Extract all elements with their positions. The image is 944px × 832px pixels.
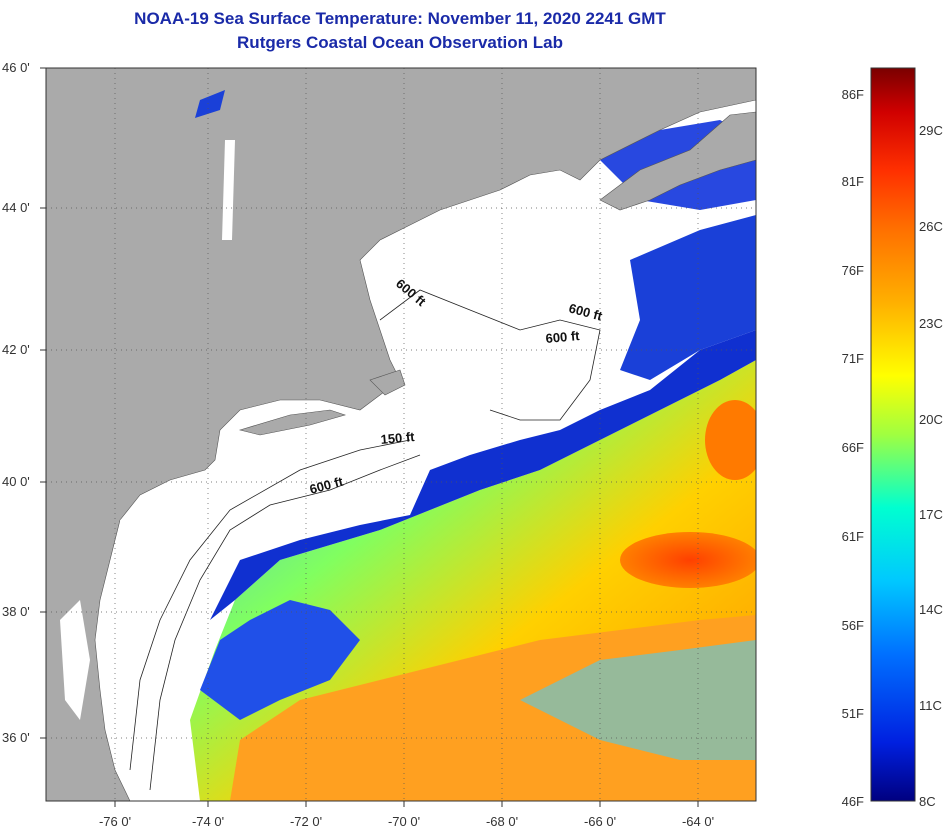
isobath-150ft [129,439,411,771]
map-title: NOAA-19 Sea Surface Temperature: Novembe… [134,9,666,28]
colorbar-c-8: 8C [919,794,936,809]
colorbar [870,67,916,802]
lon-label-74: -74 0' [192,814,224,829]
gulf-of-maine-cold-water [620,215,756,380]
lon-label-68: -68 0' [486,814,518,829]
colorbar-c-29: 29C [919,123,943,138]
graticule-meridians [114,68,699,801]
colorbar-c-20: 20C [919,412,943,427]
frame-ticks [40,67,699,807]
lat-label-42: 42 0' [2,342,30,357]
colorbar-c-23: 23C [919,316,943,331]
lon-label-76: -76 0' [99,814,131,829]
colorbar-f-66: 66F [842,440,864,455]
map-frame [45,67,757,802]
map-area: 600 ft 600 ft 600 ft 150 ft 600 ft [46,68,756,801]
colorbar-f-71: 71F [842,351,864,366]
warm-patch-east [705,400,756,480]
colorbar-c-14: 14C [919,602,943,617]
inland-lake [195,90,225,118]
colorbar-c-11: 11C [919,698,942,713]
lat-label-36: 36 0' [2,730,30,745]
lat-label-46: 46 0' [2,60,30,75]
graticule-parallels [46,207,756,739]
delaware-bay [120,510,150,555]
shelf-slope-cold-water [210,330,756,620]
lat-label-38: 38 0' [2,604,30,619]
cape-cod [369,369,406,396]
colorbar-c-26: 26C [919,219,943,234]
lon-label-64: -64 0' [682,814,714,829]
colorbar-f-81: 81F [842,174,864,189]
colorbar-c-17: 17C [919,507,943,522]
lat-label-44: 44 0' [2,200,30,215]
lake-champlain [222,140,235,240]
colorbar-f-51: 51F [842,706,864,721]
chesapeake-bay [60,600,90,720]
colorbar-f-76: 76F [842,263,864,278]
long-island [238,409,347,436]
lon-label-70: -70 0' [388,814,420,829]
sst-texture-band [520,640,756,760]
land-mass-us-east-coast [46,68,756,801]
land-mass-nova-scotia [599,111,756,211]
colorbar-f-86: 86F [842,87,864,102]
warm-core-eddy [620,532,756,588]
isobath-600ft-gulf [379,289,601,421]
colorbar-f-46: 46F [842,794,864,809]
map-subtitle: Rutgers Coastal Ocean Observation Lab [237,33,563,52]
lon-label-66: -66 0' [584,814,616,829]
contour-label-600ft-gulf-c: 600 ft [545,328,581,346]
colorbar-f-56: 56F [842,618,864,633]
lon-label-72: -72 0' [290,814,322,829]
isobath-600ft-south [149,454,421,791]
colorbar-f-61: 61F [842,529,864,544]
coastal-cold-patch [200,600,360,720]
contour-label-150ft: 150 ft [380,429,416,447]
lat-label-40: 40 0' [2,474,30,489]
